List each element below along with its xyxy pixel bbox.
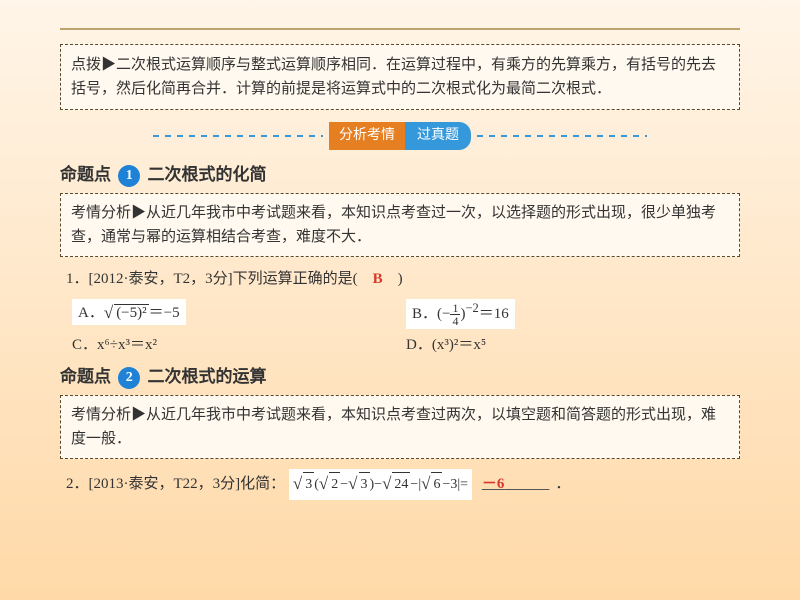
topic2-q-label: 2．[2013·泰安，T22，3分]化简：: [66, 476, 285, 492]
tip-box: 点拨▶二次根式运算顺序与整式运算顺序相同．在运算过程中，有乘方的先算乘方，有括号…: [60, 44, 740, 110]
optA-label: A．: [78, 305, 104, 321]
topic1-num: 1: [118, 165, 140, 187]
topic2-math: √3(√2−√3)−√24−|√6−3|=: [289, 469, 472, 500]
topic1-options-row2: C．x⁶÷x³＝x² D．(x³)²＝x⁵: [72, 333, 740, 354]
topic2-analysis: 考情分析▶从近几年我市中考试题来看，本知识点考查过两次，以填空题和简答题的形式出…: [60, 395, 740, 459]
topic1-title: 二次根式的化简: [148, 165, 267, 184]
topic1-analysis-label: 考情分析▶: [71, 205, 146, 221]
tip-text: 二次根式运算顺序与整式运算顺序相同．在运算过程中，有乘方的先算乘方，有括号的先去…: [71, 57, 716, 97]
topic2-analysis-label: 考情分析▶: [71, 407, 146, 423]
topic1-analysis-text: 从近几年我市中考试题来看，本知识点考查过一次，以选择题的形式出现，很少单独考查，…: [71, 205, 716, 245]
topic2-title: 二次根式的运算: [148, 367, 267, 386]
topic2-answer: －6: [482, 476, 505, 492]
tip-label: 点拨▶: [71, 57, 116, 73]
topic1-optA: A．√(−5)²＝−5: [72, 299, 406, 329]
topic1-heading: 命题点 1 二次根式的化简: [60, 160, 740, 187]
topic1-q-tail: ): [383, 271, 403, 287]
topic1-analysis: 考情分析▶从近几年我市中考试题来看，本知识点考查过一次，以选择题的形式出现，很少…: [60, 193, 740, 257]
page-content: 点拨▶二次根式运算顺序与整式运算顺序相同．在运算过程中，有乘方的先算乘方，有括号…: [0, 0, 800, 516]
topic1-optB: B．(−14)−2＝16: [406, 299, 740, 329]
banner-right-label: 过真题: [405, 122, 471, 150]
section-banner: 分析考情过真题: [60, 122, 740, 150]
optA-math: A．√(−5)²＝−5: [72, 299, 186, 325]
topic1-prefix: 命题点: [60, 165, 111, 184]
topic2-num: 2: [118, 367, 140, 389]
top-rule: [60, 28, 740, 30]
optB-math: B．(−14)−2＝16: [406, 299, 515, 329]
topic1-optC: C．x⁶÷x³＝x²: [72, 333, 406, 354]
banner-line-right: [477, 135, 647, 137]
topic1-question: 1．[2012·泰安，T2，3分]下列运算正确的是( B ): [66, 267, 740, 293]
topic2-heading: 命题点 2 二次根式的运算: [60, 362, 740, 389]
topic1-q-label: 1．[2012·泰安，T2，3分]下列运算正确的是(: [66, 271, 373, 287]
topic2-analysis-text: 从近几年我市中考试题来看，本知识点考查过两次，以填空题和简答题的形式出现，难度一…: [71, 407, 716, 447]
topic2-prefix: 命题点: [60, 367, 111, 386]
topic2-question: 2．[2013·泰安，T22，3分]化简： √3(√2−√3)−√24−|√6−…: [66, 469, 740, 500]
topic1-optD: D．(x³)²＝x⁵: [406, 333, 740, 354]
topic1-options-row1: A．√(−5)²＝−5 B．(−14)−2＝16: [72, 299, 740, 329]
banner-line-left: [153, 135, 323, 137]
topic2-tail: ．: [555, 476, 570, 492]
banner-left-label: 分析考情: [329, 122, 405, 150]
topic1-answer: B: [373, 271, 383, 287]
topic2-blank: －6: [476, 476, 556, 492]
optB-label: B．: [412, 306, 437, 322]
